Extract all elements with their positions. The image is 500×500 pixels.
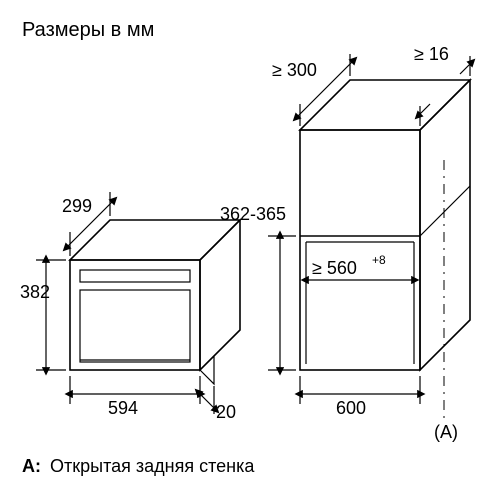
dim-width: 594 xyxy=(108,398,138,418)
dim-height: 382 xyxy=(20,282,50,302)
legend: A: Открытая задняя стенка xyxy=(22,456,255,476)
dim-side-clear: ≥ 16 xyxy=(414,44,449,64)
dim-top-depth: ≥ 300 xyxy=(272,60,317,80)
dim-outer-w: 600 xyxy=(336,398,366,418)
dim-inner-w: ≥ 560 xyxy=(312,258,357,278)
dim-offset: 20 xyxy=(216,402,236,422)
title: Размеры в мм xyxy=(22,19,154,41)
dim-open-h: 362-365 xyxy=(220,204,286,224)
note-ref: (A) xyxy=(434,422,458,442)
dimension-drawing: Размеры в мм 299 382 594 20 xyxy=(0,0,500,500)
cabinet-drawing: (A) ≥ 300 ≥ 16 362-365 ≥ 560 +8 600 xyxy=(220,44,470,442)
dim-depth: 299 xyxy=(62,196,92,216)
dim-inner-w-tol: +8 xyxy=(372,253,386,267)
appliance-drawing: 299 382 594 20 xyxy=(20,192,240,422)
